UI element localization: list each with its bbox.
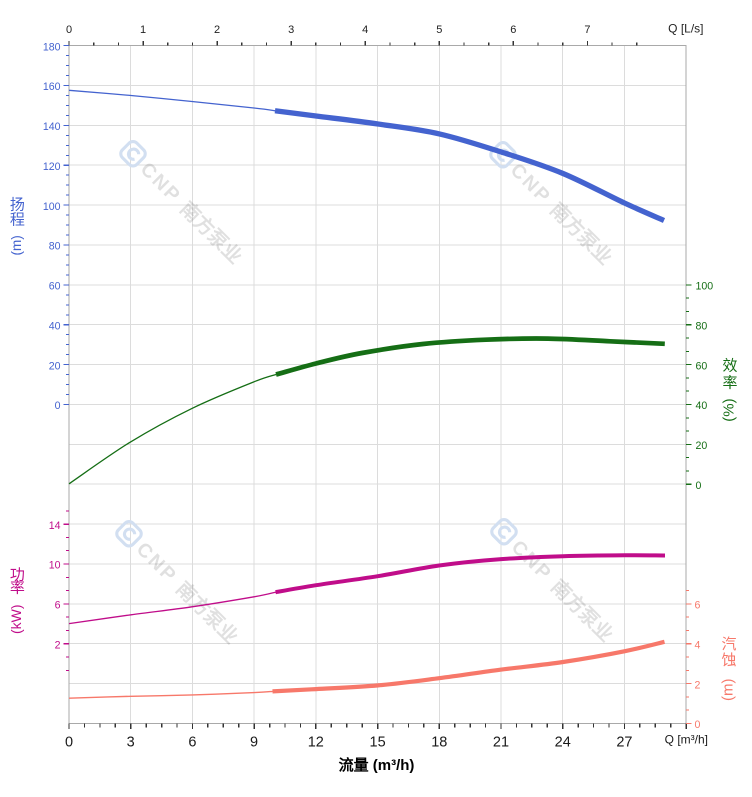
svg-text:40: 40 xyxy=(696,400,708,412)
svg-text:100: 100 xyxy=(43,201,61,213)
svg-text:1: 1 xyxy=(140,24,146,36)
svg-text:60: 60 xyxy=(696,360,708,372)
svg-text:20: 20 xyxy=(49,360,61,372)
svg-text:5: 5 xyxy=(436,24,442,36)
svg-text:20: 20 xyxy=(696,440,708,452)
svg-text:14: 14 xyxy=(49,520,61,532)
svg-text:Q [m³/h]: Q [m³/h] xyxy=(665,733,708,747)
svg-text:蚀: 蚀 xyxy=(721,652,736,669)
svg-text:6: 6 xyxy=(55,600,61,612)
svg-text:18: 18 xyxy=(431,735,447,751)
svg-text:60: 60 xyxy=(49,281,61,293)
svg-text:140: 140 xyxy=(43,121,61,133)
svg-text:10: 10 xyxy=(49,560,61,572)
svg-text:0: 0 xyxy=(66,24,72,36)
svg-text:3: 3 xyxy=(127,735,135,751)
svg-text:率: 率 xyxy=(10,580,25,597)
svg-text:4: 4 xyxy=(362,24,368,36)
svg-text:程: 程 xyxy=(10,212,25,229)
svg-text:6: 6 xyxy=(510,24,516,36)
svg-text:Q [L/s]: Q [L/s] xyxy=(668,22,703,36)
svg-text:0: 0 xyxy=(696,480,702,492)
svg-text:40: 40 xyxy=(49,320,61,332)
svg-text:4: 4 xyxy=(695,639,701,651)
svg-text:(kW): (kW) xyxy=(8,604,24,634)
svg-text:流量 (m³/h): 流量 (m³/h) xyxy=(339,756,415,774)
svg-text:27: 27 xyxy=(616,735,632,751)
svg-text:扬: 扬 xyxy=(10,196,25,213)
svg-text:2: 2 xyxy=(214,24,220,36)
svg-text:汽: 汽 xyxy=(721,636,736,653)
svg-text:24: 24 xyxy=(555,735,571,751)
svg-text:0: 0 xyxy=(65,735,73,751)
svg-text:率: 率 xyxy=(722,375,737,392)
svg-text:7: 7 xyxy=(584,24,590,36)
svg-text:160: 160 xyxy=(43,81,61,93)
svg-text:120: 120 xyxy=(43,161,61,173)
svg-text:2: 2 xyxy=(55,640,61,652)
svg-text:80: 80 xyxy=(696,320,708,332)
svg-text:6: 6 xyxy=(188,735,196,751)
svg-text:3: 3 xyxy=(288,24,294,36)
svg-text:15: 15 xyxy=(370,735,386,751)
svg-text:功: 功 xyxy=(10,566,25,583)
svg-text:6: 6 xyxy=(695,600,701,612)
svg-text:0: 0 xyxy=(55,400,61,412)
svg-text:(m): (m) xyxy=(720,679,737,702)
svg-text:180: 180 xyxy=(43,41,61,53)
svg-text:12: 12 xyxy=(308,735,324,751)
svg-text:80: 80 xyxy=(49,241,61,253)
svg-text:100: 100 xyxy=(696,281,714,293)
svg-text:效: 效 xyxy=(722,358,737,375)
svg-text:21: 21 xyxy=(493,735,509,751)
svg-text:0: 0 xyxy=(695,719,701,731)
svg-text:(%): (%) xyxy=(721,398,738,421)
svg-text:(m): (m) xyxy=(9,235,24,255)
svg-text:9: 9 xyxy=(250,735,258,751)
svg-text:2: 2 xyxy=(695,679,701,691)
